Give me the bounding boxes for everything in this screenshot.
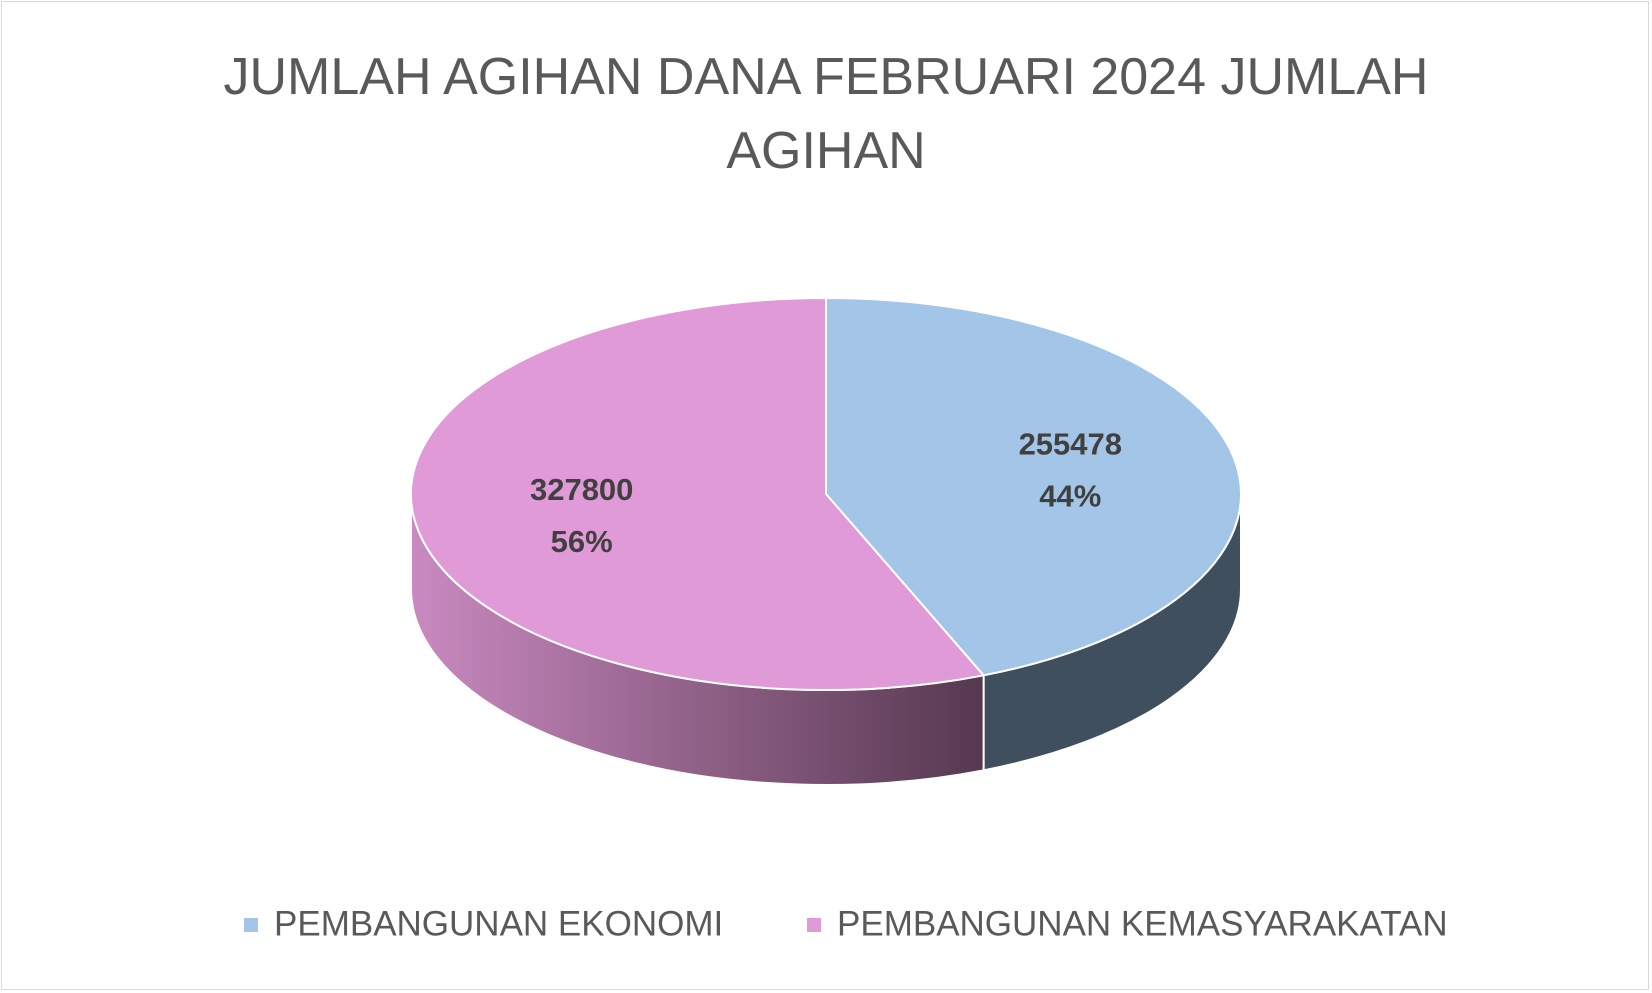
chart-title: JUMLAH AGIHAN DANA FEBRUARI 2024 JUMLAH … (223, 48, 1429, 180)
data-label: 255478 (1019, 426, 1122, 461)
percent-label: 44% (1039, 478, 1101, 513)
data-label: 327800 (530, 472, 633, 507)
pie-slice (410, 296, 986, 691)
pie-slice (825, 296, 1242, 677)
legend-label: PEMBANGUNAN KEMASYARAKATAN (837, 904, 1448, 943)
legend-swatch (807, 918, 821, 932)
percent-label: 56% (551, 524, 613, 559)
legend-swatch (244, 918, 258, 932)
legend-label: PEMBANGUNAN EKONOMI (274, 904, 723, 943)
